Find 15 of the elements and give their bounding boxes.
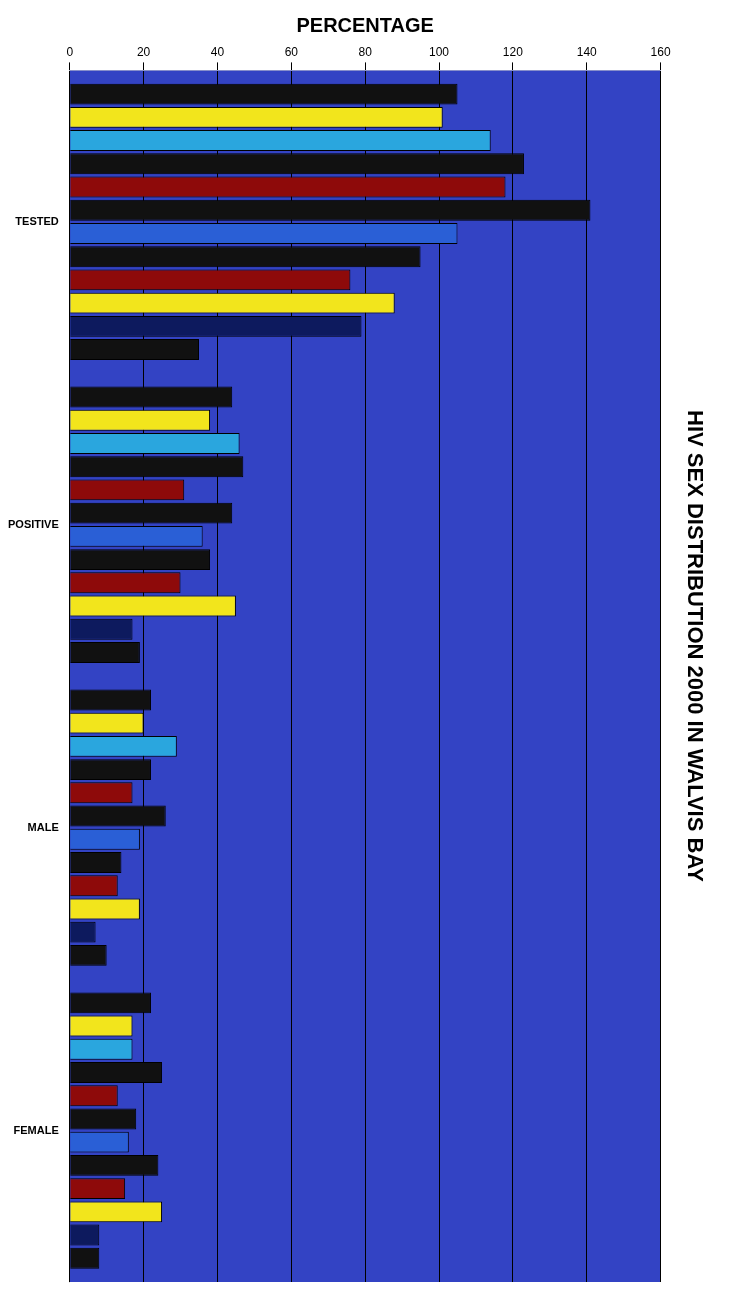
y-tick-label: MALE: [27, 820, 59, 833]
x-tick-label: 0: [66, 44, 74, 59]
x-tick-label: 140: [576, 44, 598, 59]
x-tick-label: 120: [502, 44, 524, 59]
x-axis-title: PERCENTAGE: [296, 13, 434, 36]
y-tick-label: TESTED: [15, 214, 59, 227]
x-tick-label: 20: [136, 44, 151, 59]
text: HIV SEX DISTRIBUTION 2000 IN WALVIS BAY: [682, 410, 708, 883]
x-tick-label: 40: [210, 44, 225, 59]
x-tick-label: 100: [429, 44, 450, 59]
y-tick-label: POSITIVE: [7, 517, 59, 530]
x-tick-label: 80: [358, 44, 373, 59]
x-tick-label: 160: [650, 44, 671, 59]
y-tick-label: FEMALE: [13, 1123, 59, 1136]
x-tick-label: 60: [284, 44, 299, 59]
